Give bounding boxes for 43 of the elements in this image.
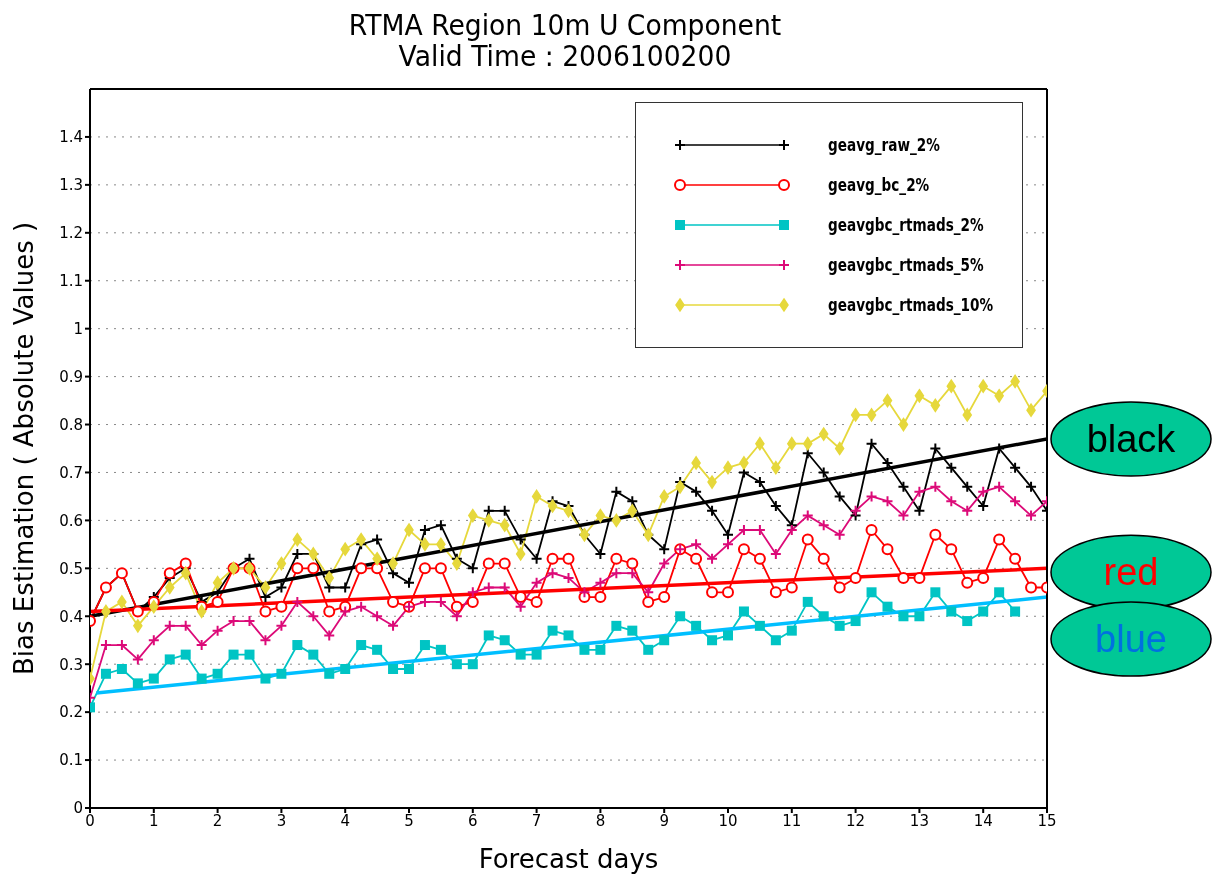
legend-label: geavgbc_rtmads_10% (828, 295, 994, 315)
text: black (1086, 417, 1177, 460)
chart-subtitle: Valid Time : 2006100200 (397, 40, 732, 73)
text: red (1103, 551, 1159, 594)
legend-label: geavg_raw_2% (828, 135, 940, 155)
y-tick-label: 0.4 (59, 607, 83, 626)
y-tick-label: 1.2 (59, 224, 83, 243)
x-tick-label: 2 (212, 811, 223, 830)
y-tick-label: 0.9 (59, 367, 83, 386)
y-tick-label: 0.1 (59, 751, 83, 770)
x-tick-label: 15 (1037, 811, 1057, 830)
legend-label: geavg_bc_2% (828, 175, 930, 195)
x-tick-label: 10 (718, 811, 738, 830)
y-tick-label: 1.1 (59, 272, 83, 291)
y-axis-title: Bias Estimation ( Absolute Values ) (9, 221, 40, 676)
y-tick-label: 0.2 (59, 703, 83, 722)
legend-label: geavgbc_rtmads_2% (828, 215, 984, 235)
x-tick-label: 3 (276, 811, 287, 830)
x-tick-label: 13 (909, 811, 929, 830)
x-tick-label: 9 (659, 811, 669, 830)
text: blue (1095, 618, 1167, 661)
y-tick-label: 0.5 (59, 559, 83, 578)
y-tick-label: 0.6 (59, 511, 83, 530)
x-tick-label: 4 (340, 811, 350, 830)
x-axis-title: Forecast days (478, 844, 659, 874)
y-tick-label: 1 (73, 319, 83, 338)
x-tick-label: 7 (531, 811, 542, 830)
y-tick-label: 0.8 (59, 415, 83, 434)
x-tick-label: 11 (782, 811, 802, 830)
chart-title: RTMA Region 10m U Component (347, 9, 783, 42)
y-tick-label: 0 (73, 799, 83, 818)
x-tick-label: 5 (404, 811, 414, 830)
x-tick-label: 0 (85, 811, 95, 830)
x-tick-label: 1 (149, 811, 159, 830)
legend-label: geavgbc_rtmads_5% (828, 255, 984, 275)
x-tick-label: 6 (468, 811, 478, 830)
x-tick-label: 14 (973, 811, 993, 830)
y-tick-label: 0.3 (59, 655, 83, 674)
y-tick-label: 1.3 (59, 176, 83, 195)
x-tick-label: 12 (846, 811, 866, 830)
y-tick-label: 0.7 (59, 463, 83, 482)
y-tick-label: 1.4 (59, 128, 83, 147)
x-tick-label: 8 (595, 811, 606, 830)
